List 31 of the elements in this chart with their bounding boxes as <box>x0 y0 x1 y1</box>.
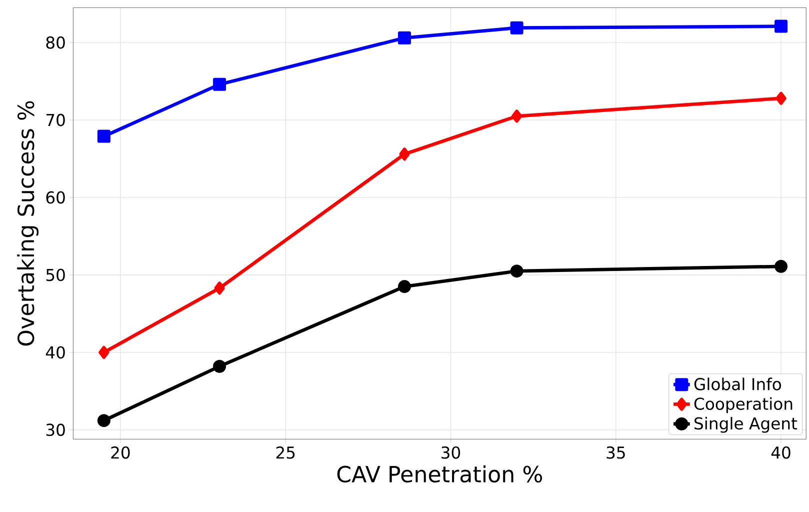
point <box>510 21 524 34</box>
legend-label: Global Info <box>694 377 781 390</box>
point <box>98 346 110 359</box>
x-tick-label: 35 <box>606 446 625 459</box>
legend-label: Single Agent <box>694 416 798 433</box>
y-tick-label: 30 <box>46 423 65 436</box>
point <box>510 264 524 278</box>
point <box>776 92 786 105</box>
y-axis-title: Overtaking Success % <box>17 101 39 346</box>
x-tick-label: 25 <box>276 446 295 459</box>
point <box>774 20 788 33</box>
point <box>97 130 110 143</box>
y-tick-label: 60 <box>46 191 65 204</box>
legend-label: Cooperation <box>694 397 792 413</box>
y-tick-label: 80 <box>46 36 65 49</box>
y-tick-label: 40 <box>46 346 65 358</box>
point <box>398 31 411 44</box>
point <box>213 78 226 91</box>
point <box>399 147 410 160</box>
x-tick-label: 30 <box>442 446 460 459</box>
point <box>214 281 225 294</box>
x-tick-label: 20 <box>111 446 130 459</box>
point <box>774 260 788 273</box>
point <box>398 280 411 293</box>
y-tick-label: 70 <box>46 114 65 126</box>
point <box>511 109 522 122</box>
point <box>213 360 226 373</box>
x-axis-title: CAV Penetration % <box>337 465 542 482</box>
point <box>97 414 110 427</box>
y-tick-label: 50 <box>46 268 65 281</box>
x-tick-label: 40 <box>771 446 790 459</box>
